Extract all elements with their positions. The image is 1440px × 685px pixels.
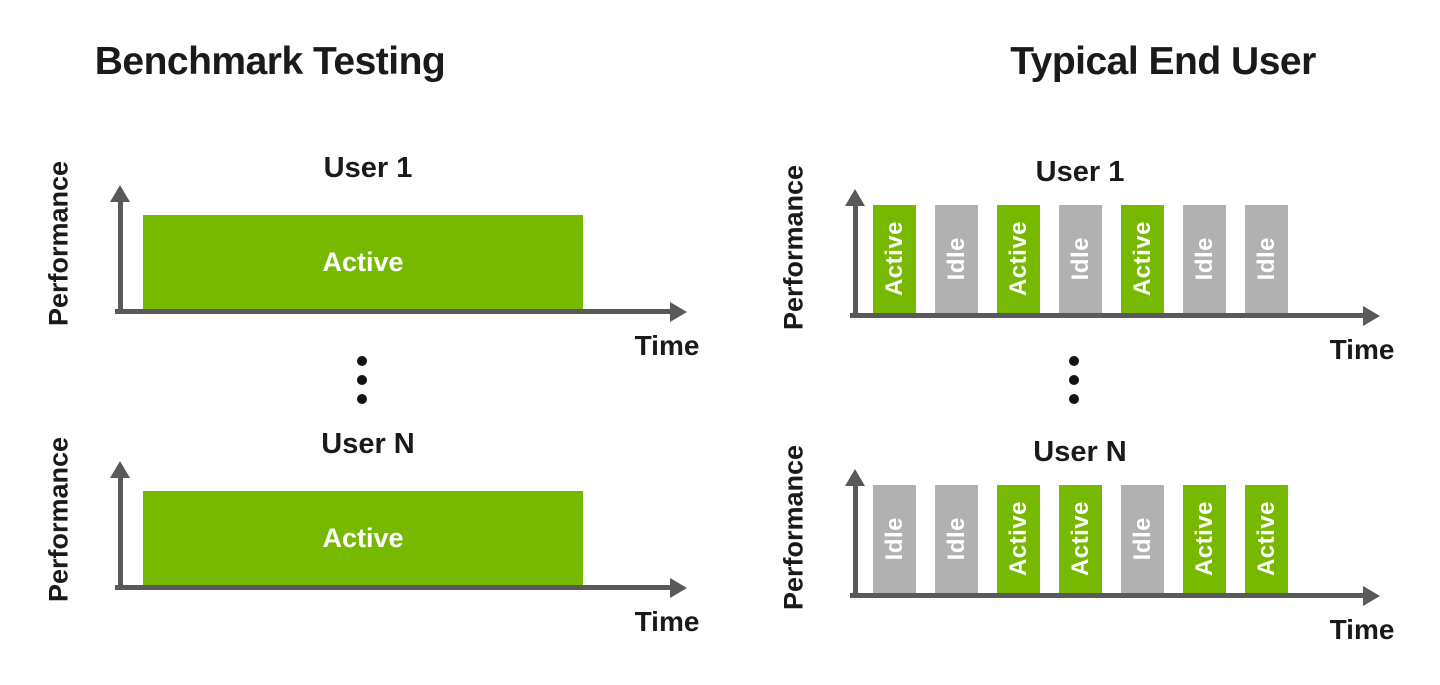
enduser-userN-panel: Performance User N Idle Idle Active Active I… [775, 424, 1440, 664]
time-axis-label: Time [1329, 334, 1395, 365]
bar-zone: Active Idle Active Idle Active Idle Idle [873, 205, 1288, 313]
x-axis [850, 593, 1365, 598]
bar-label: Active [1128, 221, 1156, 297]
idle-bar: Idle [873, 485, 916, 593]
idle-bar: Idle [935, 485, 978, 593]
bar-label: Idle [942, 237, 970, 281]
bar-label: Active [1004, 221, 1032, 297]
bar-label: Active [1252, 501, 1280, 577]
active-bar: Active [997, 485, 1040, 593]
user-label: User N [321, 428, 415, 460]
bar-label: Idle [1128, 517, 1156, 561]
ellipsis-dot [357, 356, 367, 366]
y-axis-arrow-icon [845, 469, 865, 486]
ellipsis-dot [1069, 375, 1079, 385]
y-axis [118, 200, 123, 312]
idle-bar: Idle [1121, 485, 1164, 593]
active-bar: Active [873, 205, 916, 313]
ellipsis-dot [1069, 356, 1079, 366]
bar-label: Idle [1190, 237, 1218, 281]
bar-label: Idle [942, 517, 970, 561]
active-bar: Active [997, 205, 1040, 313]
x-axis-arrow-icon [1363, 585, 1380, 606]
benchmark-user1-panel: Performance User 1 Active Time [40, 140, 730, 380]
bar-label: Idle [1252, 237, 1280, 281]
active-bar: Active [1121, 205, 1164, 313]
time-axis-label: Time [634, 606, 700, 637]
user-label: User N [1033, 436, 1127, 468]
bar-zone: Active [143, 215, 583, 309]
active-bar: Active [1059, 485, 1102, 593]
idle-bar: Idle [1183, 205, 1226, 313]
bar-label: Active [1004, 501, 1032, 577]
bar-label: Active [322, 246, 404, 277]
ellipsis-dot [1069, 394, 1079, 404]
active-bar: Active [143, 215, 583, 309]
enduser-user1-panel: Performance User 1 Active Idle Active Idle A… [775, 144, 1440, 384]
active-bar: Active [1183, 485, 1226, 593]
idle-bar: Idle [935, 205, 978, 313]
vertical-ellipsis-icon [1069, 356, 1079, 404]
benchmark-userN-panel: Performance User N Active Time [40, 416, 730, 656]
y-axis [118, 476, 123, 588]
x-axis [115, 585, 672, 590]
idle-bar: Idle [1245, 205, 1288, 313]
y-axis [853, 204, 858, 316]
x-axis-arrow-icon [1363, 305, 1380, 326]
bar-label: Active [1066, 501, 1094, 577]
performance-axis-label: Performance [778, 444, 809, 610]
active-bar: Active [143, 491, 583, 585]
typical-end-user-title: Typical End User [1010, 40, 1316, 83]
ellipsis-dot [357, 394, 367, 404]
x-axis [850, 313, 1365, 318]
x-axis [115, 309, 672, 314]
bar-zone: Active [143, 491, 583, 585]
performance-axis-label: Performance [43, 436, 74, 602]
y-axis-arrow-icon [110, 185, 130, 202]
bar-label: Idle [880, 517, 908, 561]
active-bar: Active [1245, 485, 1288, 593]
performance-axis-label: Performance [778, 164, 809, 330]
bar-label: Active [1190, 501, 1218, 577]
bar-label: Active [322, 522, 404, 553]
user-label: User 1 [323, 152, 413, 184]
bar-label: Idle [1066, 237, 1094, 281]
bar-zone: Idle Idle Active Active Idle Active Active [873, 485, 1288, 593]
time-axis-label: Time [1329, 614, 1395, 645]
x-axis-arrow-icon [670, 577, 687, 598]
y-axis-arrow-icon [110, 461, 130, 478]
idle-bar: Idle [1059, 205, 1102, 313]
user-label: User 1 [1035, 156, 1125, 188]
benchmark-testing-title: Benchmark Testing [94, 40, 446, 83]
x-axis-arrow-icon [670, 301, 687, 322]
time-axis-label: Time [634, 330, 700, 361]
bar-label: Active [880, 221, 908, 297]
vertical-ellipsis-icon [357, 356, 367, 404]
y-axis-arrow-icon [845, 189, 865, 206]
ellipsis-dot [357, 375, 367, 385]
performance-axis-label: Performance [43, 160, 74, 326]
y-axis [853, 484, 858, 596]
